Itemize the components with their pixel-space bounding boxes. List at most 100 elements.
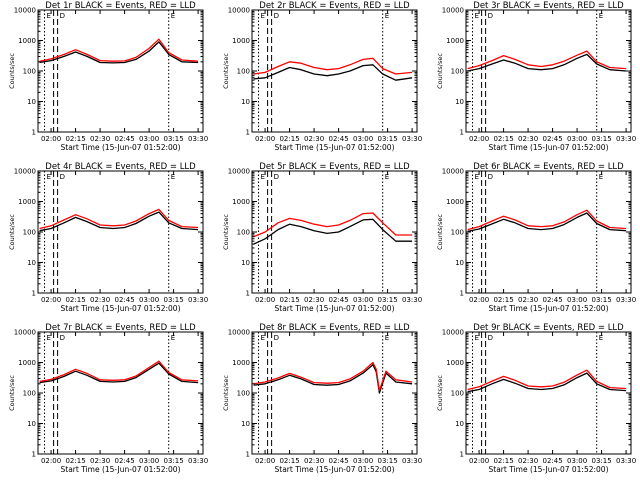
series-line-events — [253, 218, 413, 245]
y-tick-label: 1000 — [232, 198, 250, 206]
y-tick-label: 10 — [241, 420, 250, 428]
event-marker-label: E — [599, 12, 603, 20]
y-axis-label: Counts/sec — [222, 53, 230, 89]
y-tick-label: 1 — [32, 451, 36, 459]
x-tick-label: 02:30 — [518, 296, 538, 304]
event-marker-label: D — [60, 173, 65, 181]
x-tick-label: 02:15 — [279, 135, 299, 143]
y-tick-label: 10 — [455, 259, 464, 267]
x-tick-label: 02:00 — [469, 296, 489, 304]
x-tick-label: 02:30 — [304, 457, 324, 465]
x-tick-label: 02:30 — [304, 296, 324, 304]
x-tick-label: 02:15 — [493, 135, 513, 143]
y-tick-label: 100 — [451, 68, 464, 76]
x-tick-label: 03:30 — [402, 135, 422, 143]
x-tick-label: 03:00 — [567, 135, 587, 143]
x-tick-label: 03:30 — [616, 135, 636, 143]
y-axis-label: Counts/sec — [222, 375, 230, 411]
x-tick-label: 02:15 — [65, 457, 85, 465]
x-tick-label: 02:45 — [328, 135, 348, 143]
chart-title: Det 5r BLACK = Events, RED = LLD — [259, 162, 410, 172]
plot-frame — [465, 9, 632, 133]
x-axis-label: Start Time (15-Jun-07 01:52:00) — [275, 304, 395, 313]
y-tick-label: 1 — [246, 129, 250, 137]
y-tick-label: 1 — [32, 290, 36, 298]
plot-frame — [251, 9, 418, 133]
event-marker-label: D — [60, 334, 65, 342]
y-tick-label: 1 — [460, 290, 464, 298]
y-tick-label: 1000 — [18, 37, 36, 45]
x-tick-label: 02:30 — [304, 135, 324, 143]
y-tick-label: 1000 — [18, 198, 36, 206]
plot-frame — [37, 9, 204, 133]
series-line-lld — [39, 360, 199, 383]
x-tick-label: 03:00 — [353, 135, 373, 143]
x-axis-label: Start Time (15-Jun-07 01:52:00) — [489, 304, 609, 313]
chart-title: Det 8r BLACK = Events, RED = LLD — [259, 323, 410, 333]
event-marker-label: D — [274, 12, 279, 20]
y-axis-label: Counts/sec — [436, 53, 444, 89]
y-tick-label: 10 — [455, 98, 464, 106]
y-tick-label: 10000 — [442, 7, 464, 15]
x-tick-label: 02:45 — [328, 296, 348, 304]
series-line-events — [39, 211, 199, 232]
series-line-lld — [253, 57, 413, 75]
y-tick-label: 100 — [23, 229, 36, 237]
x-tick-label: 02:00 — [255, 457, 275, 465]
plot-frame — [465, 170, 632, 294]
x-axis-label: Start Time (15-Jun-07 01:52:00) — [275, 143, 395, 152]
event-marker-label: E — [47, 173, 51, 181]
series-line-lld — [467, 209, 627, 231]
event-marker-label: E — [47, 334, 51, 342]
x-tick-label: 03:00 — [353, 296, 373, 304]
series-line-lld — [253, 212, 413, 238]
y-tick-label: 1 — [460, 129, 464, 137]
chart-title: Det 1r BLACK = Events, RED = LLD — [45, 1, 196, 11]
series-line-events — [467, 372, 627, 393]
y-axis-label: Counts/sec — [222, 214, 230, 250]
event-marker-label: E — [261, 12, 265, 20]
event-marker-label: E — [261, 173, 265, 181]
series-line-lld — [467, 369, 627, 391]
x-tick-label: 03:15 — [592, 457, 612, 465]
x-tick-label: 03:15 — [378, 457, 398, 465]
series-line-events — [253, 364, 413, 394]
y-tick-label: 100 — [23, 68, 36, 76]
x-tick-label: 03:30 — [188, 457, 208, 465]
x-tick-label: 03:30 — [616, 457, 636, 465]
series-line-lld — [253, 361, 413, 392]
event-marker-label: E — [171, 334, 175, 342]
y-tick-label: 100 — [23, 390, 36, 398]
y-tick-label: 1 — [32, 129, 36, 137]
x-tick-label: 02:45 — [114, 296, 134, 304]
series-line-events — [253, 64, 413, 81]
y-tick-label: 1000 — [446, 37, 464, 45]
x-tick-label: 02:45 — [114, 457, 134, 465]
event-marker-label: E — [385, 12, 389, 20]
x-tick-label: 03:00 — [139, 135, 159, 143]
series-line-lld — [39, 208, 199, 230]
event-marker-label: D — [488, 12, 493, 20]
x-tick-label: 03:15 — [164, 457, 184, 465]
x-tick-label: 03:30 — [188, 296, 208, 304]
event-marker-label: E — [47, 12, 51, 20]
x-tick-label: 02:00 — [41, 135, 61, 143]
x-tick-label: 02:45 — [328, 457, 348, 465]
plot-frame — [465, 331, 632, 455]
y-axis-label: Counts/sec — [8, 53, 16, 89]
event-marker-label: D — [488, 173, 493, 181]
x-tick-label: 02:15 — [65, 296, 85, 304]
x-tick-label: 03:15 — [592, 296, 612, 304]
series-line-events — [467, 53, 627, 72]
event-marker-label: E — [599, 173, 603, 181]
x-tick-label: 03:30 — [402, 296, 422, 304]
plot-frame — [37, 331, 204, 455]
x-axis-label: Start Time (15-Jun-07 01:52:00) — [275, 465, 395, 474]
x-axis-label: Start Time (15-Jun-07 01:52:00) — [489, 143, 609, 152]
